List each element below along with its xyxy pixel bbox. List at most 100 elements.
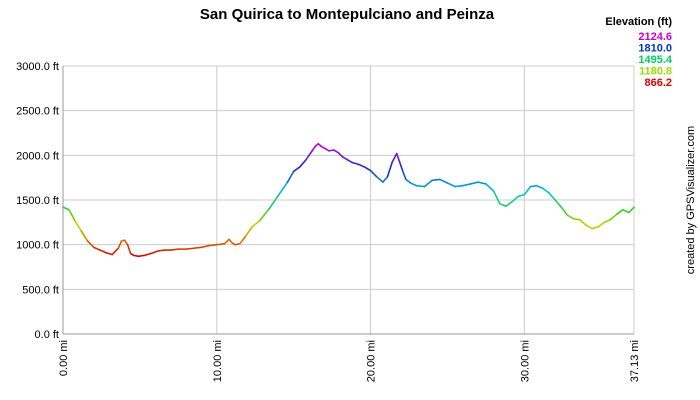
x-tick-label: 30.00 mi [519, 340, 531, 382]
line-segment [603, 218, 612, 224]
line-segment [438, 178, 449, 184]
line-segment [542, 187, 550, 194]
line-segment [523, 185, 532, 196]
legend-entry: 866.2 [644, 77, 672, 89]
line-segment [492, 190, 501, 205]
y-tick-label: 2000.0 ft [16, 150, 59, 162]
line-segment [402, 170, 407, 181]
line-segment [391, 152, 398, 164]
line-segment [342, 156, 349, 161]
x-tick-label: 10.00 mi [212, 340, 224, 382]
line-segment [469, 181, 480, 185]
line-segment [117, 240, 123, 250]
line-segment [591, 226, 599, 230]
line-segment [628, 206, 635, 214]
line-segment [369, 169, 378, 178]
line-segment [332, 149, 340, 154]
grid [62, 65, 635, 335]
line-segment [386, 161, 393, 178]
line-segment [511, 195, 520, 203]
y-tick-label: 500.0 ft [22, 284, 59, 296]
line-segment [86, 240, 95, 249]
line-segment [105, 251, 114, 256]
line-segment [535, 184, 544, 190]
line-segment [299, 159, 307, 168]
line-segment [621, 209, 630, 214]
line-segment [200, 244, 210, 249]
line-segment [74, 220, 83, 233]
line-segment [566, 214, 575, 220]
y-tick-label: 2500.0 ft [16, 106, 59, 118]
line-segment [68, 209, 77, 223]
chart-title: San Quirica to Montepulciano and Peinza [200, 6, 495, 23]
line-segment [382, 175, 389, 183]
line-segment [609, 213, 618, 221]
line-segment [505, 200, 513, 208]
legend-title: Elevation (ft) [605, 16, 672, 28]
x-tick-label: 37.13 mi [629, 340, 641, 382]
line-segment [223, 238, 230, 245]
line-segment [208, 243, 218, 247]
line-segment [431, 178, 441, 182]
line-segment [548, 192, 556, 201]
line-segment [92, 246, 101, 251]
line-segment [311, 145, 317, 152]
line-segment [415, 184, 426, 188]
line-segment [157, 249, 166, 252]
axes: 0.0 ft 500.0 ft 1000.0 ft 1500.0 ft 2000.0 f… [16, 61, 641, 382]
legend-entry: 1810.0 [638, 43, 672, 55]
line-segment [143, 252, 152, 257]
x-tick-label: 0.00 mi [58, 340, 70, 376]
line-segment [454, 184, 464, 188]
line-segment [251, 219, 261, 228]
line-segment [185, 247, 195, 250]
line-segment [485, 183, 495, 192]
line-segment [585, 224, 593, 230]
line-segment [239, 234, 247, 245]
line-segment [337, 151, 344, 158]
legend-entry: 2124.6 [638, 31, 672, 43]
legend-entry: 1495.4 [638, 54, 673, 66]
line-segment [215, 242, 226, 246]
line-segment [395, 152, 401, 164]
x-tick-label: 20.00 mi [366, 340, 378, 382]
legend-entry: 1180.8 [639, 66, 672, 78]
line-segment [268, 194, 280, 210]
line-segment [123, 239, 129, 246]
y-tick-label: 1000.0 ft [16, 240, 59, 252]
line-segment [80, 230, 89, 242]
line-segment [446, 182, 456, 188]
line-segment [363, 166, 372, 172]
line-segment [462, 183, 472, 187]
line-segment [357, 163, 366, 168]
line-segment [578, 218, 587, 226]
line-segment [615, 209, 624, 216]
line-segment [323, 147, 330, 152]
elevation-line [62, 142, 635, 258]
line-segment [277, 181, 289, 197]
line-segment [286, 170, 295, 183]
line-segment [554, 199, 563, 208]
line-segment [305, 150, 313, 161]
line-segment [169, 248, 180, 251]
y-tick-label: 3000.0 ft [16, 61, 59, 73]
line-segment [292, 166, 301, 173]
line-segment [192, 246, 203, 250]
line-segment [99, 249, 107, 254]
line-segment [375, 175, 384, 183]
line-segment [126, 243, 132, 255]
line-segment [409, 182, 418, 187]
line-segment [477, 181, 487, 185]
line-segment [346, 159, 353, 164]
line-segment [560, 206, 569, 216]
line-segment [529, 184, 538, 188]
line-segment [111, 247, 120, 256]
line-segment [398, 161, 404, 173]
line-segment [137, 254, 146, 258]
line-segment [62, 206, 70, 211]
line-segment [517, 193, 526, 198]
line-segment [498, 202, 507, 208]
line-segment [259, 208, 270, 222]
y-tick-label: 1500.0 ft [16, 195, 59, 207]
